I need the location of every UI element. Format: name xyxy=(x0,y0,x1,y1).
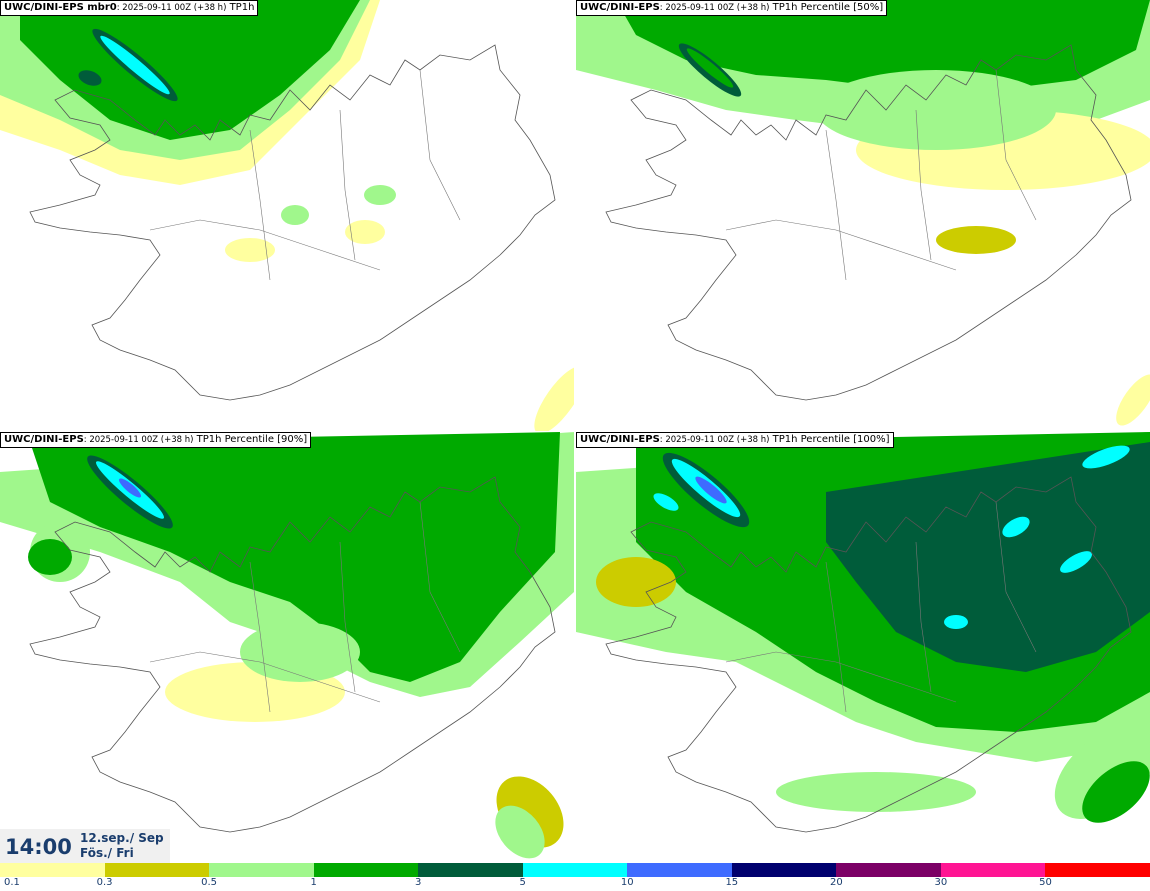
run-time: : 2025-09-11 00Z (+38 h) xyxy=(83,435,194,445)
run-time: : 2025-09-11 00Z (+38 h) xyxy=(659,3,770,13)
legend-swatch xyxy=(313,863,419,877)
legend-swatch xyxy=(627,863,732,877)
precip-cell xyxy=(534,366,574,431)
precip-area xyxy=(725,69,1037,281)
legend-swatch xyxy=(836,863,941,877)
legend-swatch xyxy=(104,863,210,877)
legend-swatch xyxy=(418,863,523,877)
legend-label: 30 xyxy=(934,877,948,888)
precip-cell xyxy=(686,48,734,88)
precip-area xyxy=(605,44,1132,401)
precip-cell xyxy=(364,185,396,205)
precip-cell xyxy=(281,205,309,225)
precipitation-map xyxy=(0,0,574,431)
precip-area xyxy=(826,442,1150,672)
product-name: TP1h xyxy=(226,2,255,13)
precip-cell xyxy=(118,478,142,498)
precip-cell xyxy=(776,772,976,812)
model-name: UWC/DINI-EPS xyxy=(580,2,660,13)
precip-area xyxy=(29,44,556,401)
precipitation-map xyxy=(576,0,1150,426)
legend-swatch xyxy=(1045,863,1150,877)
legend-label: 1 xyxy=(310,877,317,888)
valid-time-box: 14:00 12.sep./ Sep Fös./ Fri xyxy=(0,829,170,863)
precip-cell xyxy=(78,70,102,86)
precip-area xyxy=(30,432,560,682)
legend-label: 10 xyxy=(620,877,634,888)
legend-labels: 0.1 0.3 0.5 1 3 5 10 15 20 30 50 xyxy=(0,877,1150,891)
legend-label: 0.3 xyxy=(96,877,113,888)
legend-label: 20 xyxy=(829,877,843,888)
map-panel-p100: UWC/DINI-EPS: 2025-09-11 00Z (+38 h) TP1… xyxy=(576,432,1150,863)
product-name: TP1h Percentile [50%] xyxy=(769,2,884,13)
precip-cell xyxy=(28,539,72,575)
precip-cell xyxy=(225,238,275,262)
precip-cell xyxy=(936,226,1016,254)
legend-label: 15 xyxy=(725,877,739,888)
precip-cell xyxy=(1082,445,1130,469)
run-time: : 2025-09-11 00Z (+38 h) xyxy=(659,435,770,445)
precip-cell xyxy=(100,35,170,95)
product-name: TP1h Percentile [100%] xyxy=(769,434,890,445)
legend-label: 0.1 xyxy=(4,877,20,888)
map-panel-mbr0: UWC/DINI-EPS mbr0: 2025-09-11 00Z (+38 h… xyxy=(0,0,574,431)
precip-cell xyxy=(1116,374,1150,426)
map-panel-p50: UWC/DINI-EPS: 2025-09-11 00Z (+38 h) TP1… xyxy=(576,0,1150,431)
panel-title: UWC/DINI-EPS: 2025-09-11 00Z (+38 h) TP1… xyxy=(576,432,894,448)
legend-swatch xyxy=(940,863,1046,877)
legend-swatch xyxy=(522,863,628,877)
precip-cell xyxy=(345,220,385,244)
legend-label: 5 xyxy=(519,877,526,888)
legend-color-bar xyxy=(0,863,1150,877)
precip-cell xyxy=(240,622,360,682)
precip-cell xyxy=(695,476,727,504)
precip-cell xyxy=(596,557,676,607)
product-name: TP1h Percentile [90%] xyxy=(193,434,308,445)
precip-area xyxy=(29,476,556,833)
model-name: UWC/DINI-EPS xyxy=(4,434,84,445)
precip-cell xyxy=(1002,516,1030,538)
precip-cell xyxy=(816,70,1056,150)
run-time: : 2025-09-11 00Z (+38 h) xyxy=(116,3,227,13)
precip-area xyxy=(149,501,461,713)
precip-cell xyxy=(1060,551,1092,573)
precipitation-map xyxy=(0,432,574,859)
valid-time: 14:00 xyxy=(5,835,72,859)
precipitation-map xyxy=(576,432,1150,833)
model-name: UWC/DINI-EPS mbr0 xyxy=(4,2,117,13)
precip-cell xyxy=(653,493,679,511)
precip-area xyxy=(616,0,1150,90)
legend-swatch xyxy=(0,863,105,877)
panel-title: UWC/DINI-EPS: 2025-09-11 00Z (+38 h) TP1… xyxy=(0,432,312,448)
legend-swatch xyxy=(731,863,837,877)
valid-weekday: Fös./ Fri xyxy=(80,846,134,860)
color-legend: 0.1 0.3 0.5 1 3 5 10 15 20 30 50 xyxy=(0,863,1150,891)
precip-area xyxy=(605,476,1132,833)
legend-label: 50 xyxy=(1039,877,1052,888)
legend-label: 0.5 xyxy=(201,877,218,888)
map-panel-p90: UWC/DINI-EPS: 2025-09-11 00Z (+38 h) TP1… xyxy=(0,432,574,863)
precip-area xyxy=(149,69,461,281)
precip-cell xyxy=(495,805,545,859)
panel-title: UWC/DINI-EPS mbr0: 2025-09-11 00Z (+38 h… xyxy=(0,0,259,16)
legend-label: 3 xyxy=(414,877,422,888)
legend-swatch xyxy=(209,863,314,877)
precip-cell xyxy=(1082,761,1150,823)
precip-area xyxy=(725,501,1037,713)
model-name: UWC/DINI-EPS xyxy=(580,434,660,445)
valid-date: 12.sep./ Sep xyxy=(80,831,164,845)
panel-title: UWC/DINI-EPS: 2025-09-11 00Z (+38 h) TP1… xyxy=(576,0,888,16)
precip-cell xyxy=(944,615,968,629)
